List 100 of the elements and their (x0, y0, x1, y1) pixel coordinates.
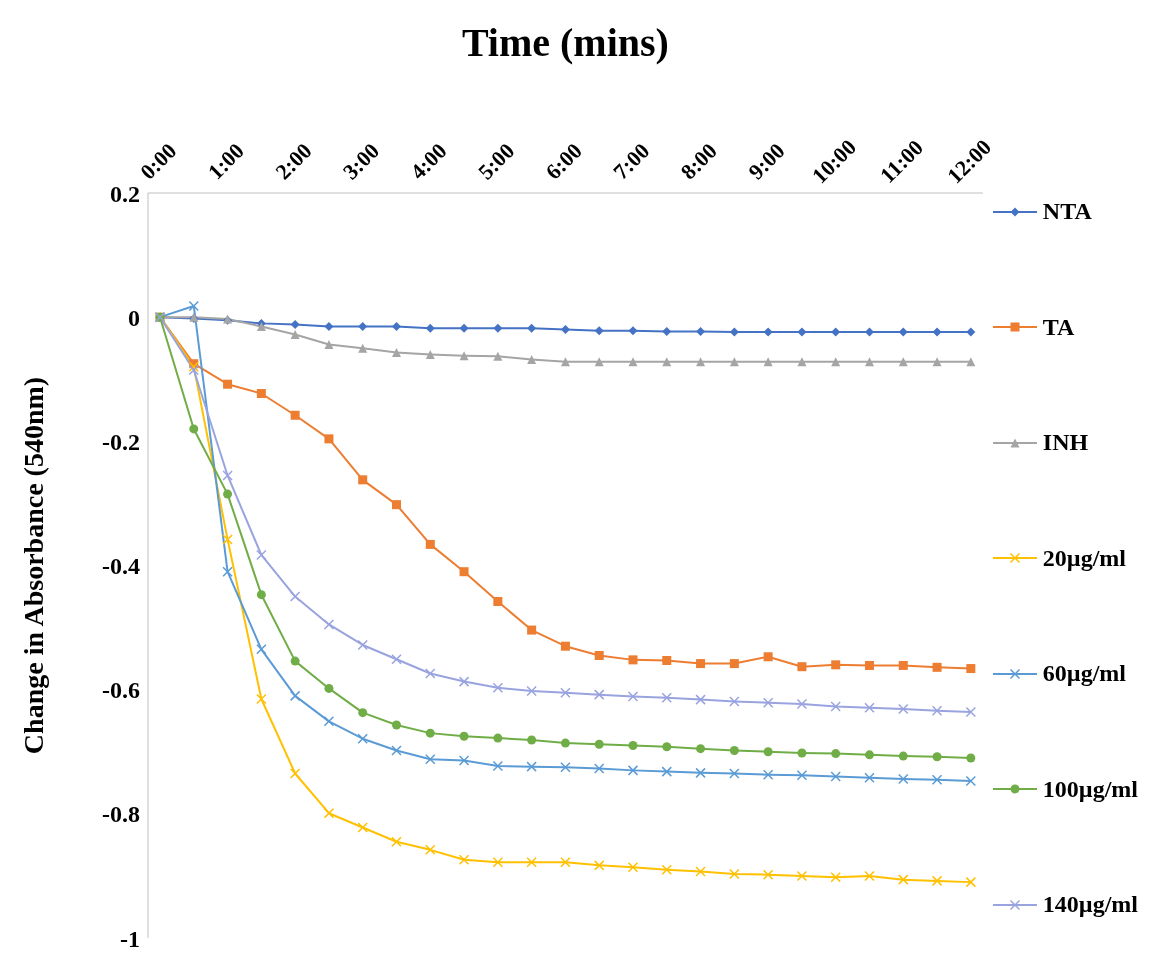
point (729, 746, 739, 756)
point (898, 751, 908, 761)
point (695, 866, 706, 877)
point (762, 769, 774, 780)
point (222, 534, 233, 545)
point (526, 685, 537, 697)
point (932, 327, 942, 337)
point (459, 323, 469, 333)
point (662, 742, 672, 752)
point (898, 874, 909, 885)
point (392, 720, 401, 730)
point (763, 747, 773, 757)
point (594, 651, 604, 661)
point (864, 660, 874, 670)
point (965, 775, 977, 787)
point (289, 768, 301, 779)
point (256, 693, 267, 705)
point (627, 691, 639, 702)
point (932, 357, 942, 367)
point (425, 323, 435, 333)
point (661, 864, 673, 875)
point (729, 327, 739, 337)
point (560, 738, 570, 748)
point (357, 822, 368, 833)
point (188, 300, 200, 312)
y-tick-label: -0.4 (102, 553, 140, 580)
point (493, 351, 503, 361)
point (492, 682, 504, 694)
point (493, 733, 503, 743)
point (797, 327, 807, 337)
point (289, 690, 301, 702)
point (932, 662, 942, 672)
point (392, 500, 401, 510)
point (527, 354, 537, 364)
point (830, 771, 841, 782)
x-tick-label: 5:00 (473, 138, 520, 185)
legend-label: NTA (1042, 198, 1092, 225)
point (425, 753, 436, 765)
point (392, 321, 401, 331)
x-tick-label: 7:00 (608, 138, 655, 185)
point (391, 745, 402, 756)
point (458, 854, 470, 866)
legend-label: 20µg/ml (1042, 544, 1126, 572)
point (627, 861, 639, 873)
point (290, 656, 300, 666)
point (425, 539, 435, 549)
x-tick-label: 6:00 (540, 138, 587, 185)
point (796, 870, 808, 882)
point (966, 753, 976, 763)
point (256, 389, 266, 399)
point (323, 807, 335, 819)
point (965, 706, 977, 718)
point (492, 760, 504, 772)
point (966, 664, 976, 674)
point (358, 475, 368, 485)
point (324, 321, 334, 331)
point (425, 728, 435, 738)
point (831, 660, 841, 670)
point (324, 683, 334, 693)
point (290, 320, 300, 330)
x-tick-label: 4:00 (405, 138, 452, 185)
point (357, 639, 368, 651)
point (864, 357, 874, 367)
point (965, 876, 977, 888)
x-axis-title: Time (mins) (461, 20, 669, 66)
point (323, 619, 335, 630)
point (560, 641, 570, 651)
point (729, 768, 740, 779)
point (932, 752, 942, 762)
x-tick-label: 9:00 (743, 138, 790, 185)
point (661, 692, 673, 703)
point (931, 875, 943, 887)
point (391, 836, 402, 848)
point (458, 755, 470, 766)
point (458, 676, 470, 687)
point (527, 735, 537, 745)
point (796, 770, 808, 781)
point (627, 765, 639, 776)
point (830, 701, 841, 712)
point (425, 349, 435, 359)
point (594, 739, 604, 749)
point (628, 741, 638, 751)
point (391, 654, 402, 665)
point (628, 357, 638, 367)
point (729, 696, 740, 707)
point (594, 326, 604, 336)
legend-label: 100µg/ml (1042, 775, 1138, 803)
point (797, 662, 807, 672)
y-tick-label: -0.2 (102, 428, 140, 455)
point (223, 489, 233, 499)
point (696, 744, 706, 754)
point (864, 702, 875, 713)
point (358, 708, 368, 718)
point (222, 470, 233, 481)
y-axis-title: Change in Absorbance (540nm) (17, 376, 49, 755)
point (425, 844, 436, 856)
point (324, 434, 334, 444)
legend-label: 140µg/ml (1042, 891, 1138, 918)
point (763, 652, 773, 662)
point (323, 716, 335, 727)
